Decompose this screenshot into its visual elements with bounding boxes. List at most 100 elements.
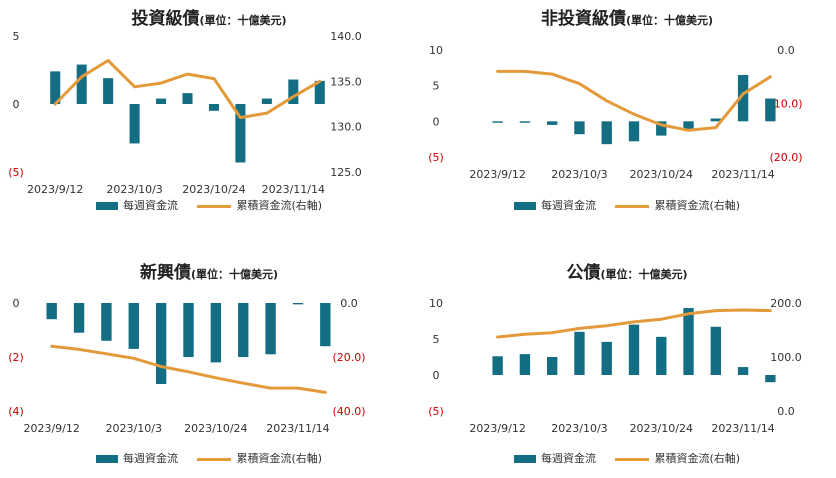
x-tick-label: 2023/10/24 xyxy=(182,183,245,196)
chart-panel-investment-grade: 投資級債(單位：十億美元) 5 0 (5) 140.0 135.0 130.0 125.0 2… xyxy=(0,0,418,239)
legend-item-bar: 每週資金流 xyxy=(513,450,596,466)
y2-tick-label: (10.0) xyxy=(769,98,802,111)
legend-bar-label: 每週資金流 xyxy=(122,452,178,465)
x-tick-label: 2023/11/14 xyxy=(711,422,774,435)
legend-item-line: 累積資金流(右軸) xyxy=(615,197,740,213)
flow-bar xyxy=(210,303,222,363)
y-tick-label: 5 xyxy=(13,30,20,43)
y2-tick-label: 100.0 xyxy=(770,351,802,364)
chart-panel-high-yield: 非投資級債(單位：十億美元) 10 5 0 (5) 0.0 (10.0) (20.0) 202… xyxy=(418,0,836,239)
chart-title: 新興債(單位：十億美元) xyxy=(0,258,418,283)
flow-bar xyxy=(235,104,246,163)
legend-bar-label: 每週資金流 xyxy=(540,199,596,212)
flow-bar xyxy=(288,79,299,104)
legend-line-swatch xyxy=(197,457,232,461)
legend-item-bar: 每週資金流 xyxy=(95,450,178,466)
legend-line-label: 累積資金流(右軸) xyxy=(236,199,323,212)
y2-tick-label: 130.0 xyxy=(330,121,362,134)
flow-bar xyxy=(128,303,139,349)
flow-bar xyxy=(50,71,61,104)
x-tick-label: 2023/9/12 xyxy=(27,183,83,196)
legend-item-line: 累積資金流(右軸) xyxy=(197,450,322,466)
chart-title-main: 新興債 xyxy=(139,263,191,283)
flow-bar xyxy=(320,303,331,347)
flow-bar xyxy=(737,367,749,375)
x-tick-label: 2023/11/14 xyxy=(262,183,325,196)
flow-bar xyxy=(574,331,585,375)
flow-bar xyxy=(683,121,694,130)
chart-title-unit: (單位：十億美元) xyxy=(190,268,279,281)
chart-panel-government: 公債(單位：十億美元) 10 5 0 (5) 200.0 100.0 0.0 2023/9/1… xyxy=(418,239,836,478)
chart-svg: 10 5 0 (5) 200.0 100.0 0.0 2023/9/12 2023/10/3 20… xyxy=(428,297,802,435)
chart-svg: 0 (2) (4) 0.0 (20.0) (40.0) 2023/9/12 2023/10/3… xyxy=(8,297,365,435)
flow-bar xyxy=(765,98,776,122)
legend-line-swatch xyxy=(615,457,650,461)
chart-title: 公債(單位：十億美元) xyxy=(418,258,836,283)
flow-bar xyxy=(183,303,194,357)
chart-title-unit: (單位：十億美元) xyxy=(199,14,287,27)
chart-title: 非投資級債(單位：十億美元) xyxy=(418,4,836,29)
legend-item-bar: 每週資金流 xyxy=(95,197,178,213)
flow-bar xyxy=(765,375,776,383)
x-tick-label: 2023/10/3 xyxy=(106,183,162,196)
flow-bar xyxy=(156,98,167,104)
flow-bar xyxy=(103,78,114,104)
y-tick-label: 10 xyxy=(429,44,443,57)
y2-tick-label: 0.0 xyxy=(340,297,358,310)
y2-tick-label: (20.0) xyxy=(769,151,802,164)
x-tick-label: 2023/11/14 xyxy=(711,168,774,181)
legend-line-swatch xyxy=(615,204,650,208)
x-tick-label: 2023/10/24 xyxy=(630,422,693,435)
flow-bar xyxy=(628,324,640,375)
cumulative-line xyxy=(50,344,327,394)
flow-bar xyxy=(710,118,721,122)
chart-title-main: 非投資級債 xyxy=(540,9,626,29)
x-tick-label: 2023/10/24 xyxy=(630,168,693,181)
flow-bar xyxy=(737,74,749,122)
cumulative-line xyxy=(496,308,772,339)
chart-svg: 10 5 0 (5) 0.0 (10.0) (20.0) 2023/9/12 2023/10/3… xyxy=(428,44,802,181)
flow-bar xyxy=(656,121,667,136)
y-tick-label: 0 xyxy=(13,98,20,111)
x-tick-label: 2023/10/3 xyxy=(551,422,607,435)
flow-bar xyxy=(46,303,57,320)
flow-bar xyxy=(129,104,140,144)
y2-tick-label: (20.0) xyxy=(332,351,365,364)
legend-item-line: 累積資金流(右軸) xyxy=(615,450,740,466)
x-tick-label: 2023/10/3 xyxy=(551,168,607,181)
flow-bar xyxy=(261,98,272,104)
y-tick-label: (5) xyxy=(428,405,444,418)
y-tick-label: 10 xyxy=(429,297,443,310)
y2-tick-label: 0.0 xyxy=(777,405,795,418)
flow-bar xyxy=(519,121,531,123)
cumulative-line xyxy=(53,59,322,120)
flow-bar xyxy=(519,354,531,375)
legend-line-swatch xyxy=(197,204,232,208)
y-tick-label: 5 xyxy=(433,80,440,93)
flow-bar xyxy=(601,341,612,375)
legend-bar-swatch xyxy=(95,202,118,210)
x-tick-label: 2023/9/12 xyxy=(469,168,525,181)
flow-bar xyxy=(628,121,640,142)
y-tick-label: 0 xyxy=(13,297,20,310)
flow-bar xyxy=(155,303,167,384)
legend-line-label: 累積資金流(右軸) xyxy=(654,199,741,212)
chart-title-main: 公債 xyxy=(566,263,601,283)
legend-bar-label: 每週資金流 xyxy=(122,199,178,212)
legend-line-label: 累積資金流(右軸) xyxy=(654,452,741,465)
flow-bar xyxy=(238,303,249,357)
flow-bar xyxy=(710,326,721,375)
chart-legend: 每週資金流 累積資金流(右軸) xyxy=(418,197,836,213)
chart-panel-emerging-market: 新興債(單位：十億美元) 0 (2) (4) 0.0 (20.0) (40.0) 2023/… xyxy=(0,239,418,478)
y-tick-label: 0 xyxy=(433,115,440,128)
flow-bar xyxy=(492,121,503,123)
flow-bar xyxy=(73,303,85,333)
flow-bar xyxy=(492,356,503,375)
flow-bar xyxy=(265,303,276,355)
y2-tick-label: 125.0 xyxy=(330,166,362,179)
flow-bar xyxy=(208,104,219,111)
x-tick-label: 2023/9/12 xyxy=(23,422,79,435)
y-tick-label: 0 xyxy=(433,369,440,382)
chart-title: 投資級債(單位：十億美元) xyxy=(0,4,418,29)
chart-legend: 每週資金流 累積資金流(右軸) xyxy=(0,197,418,213)
